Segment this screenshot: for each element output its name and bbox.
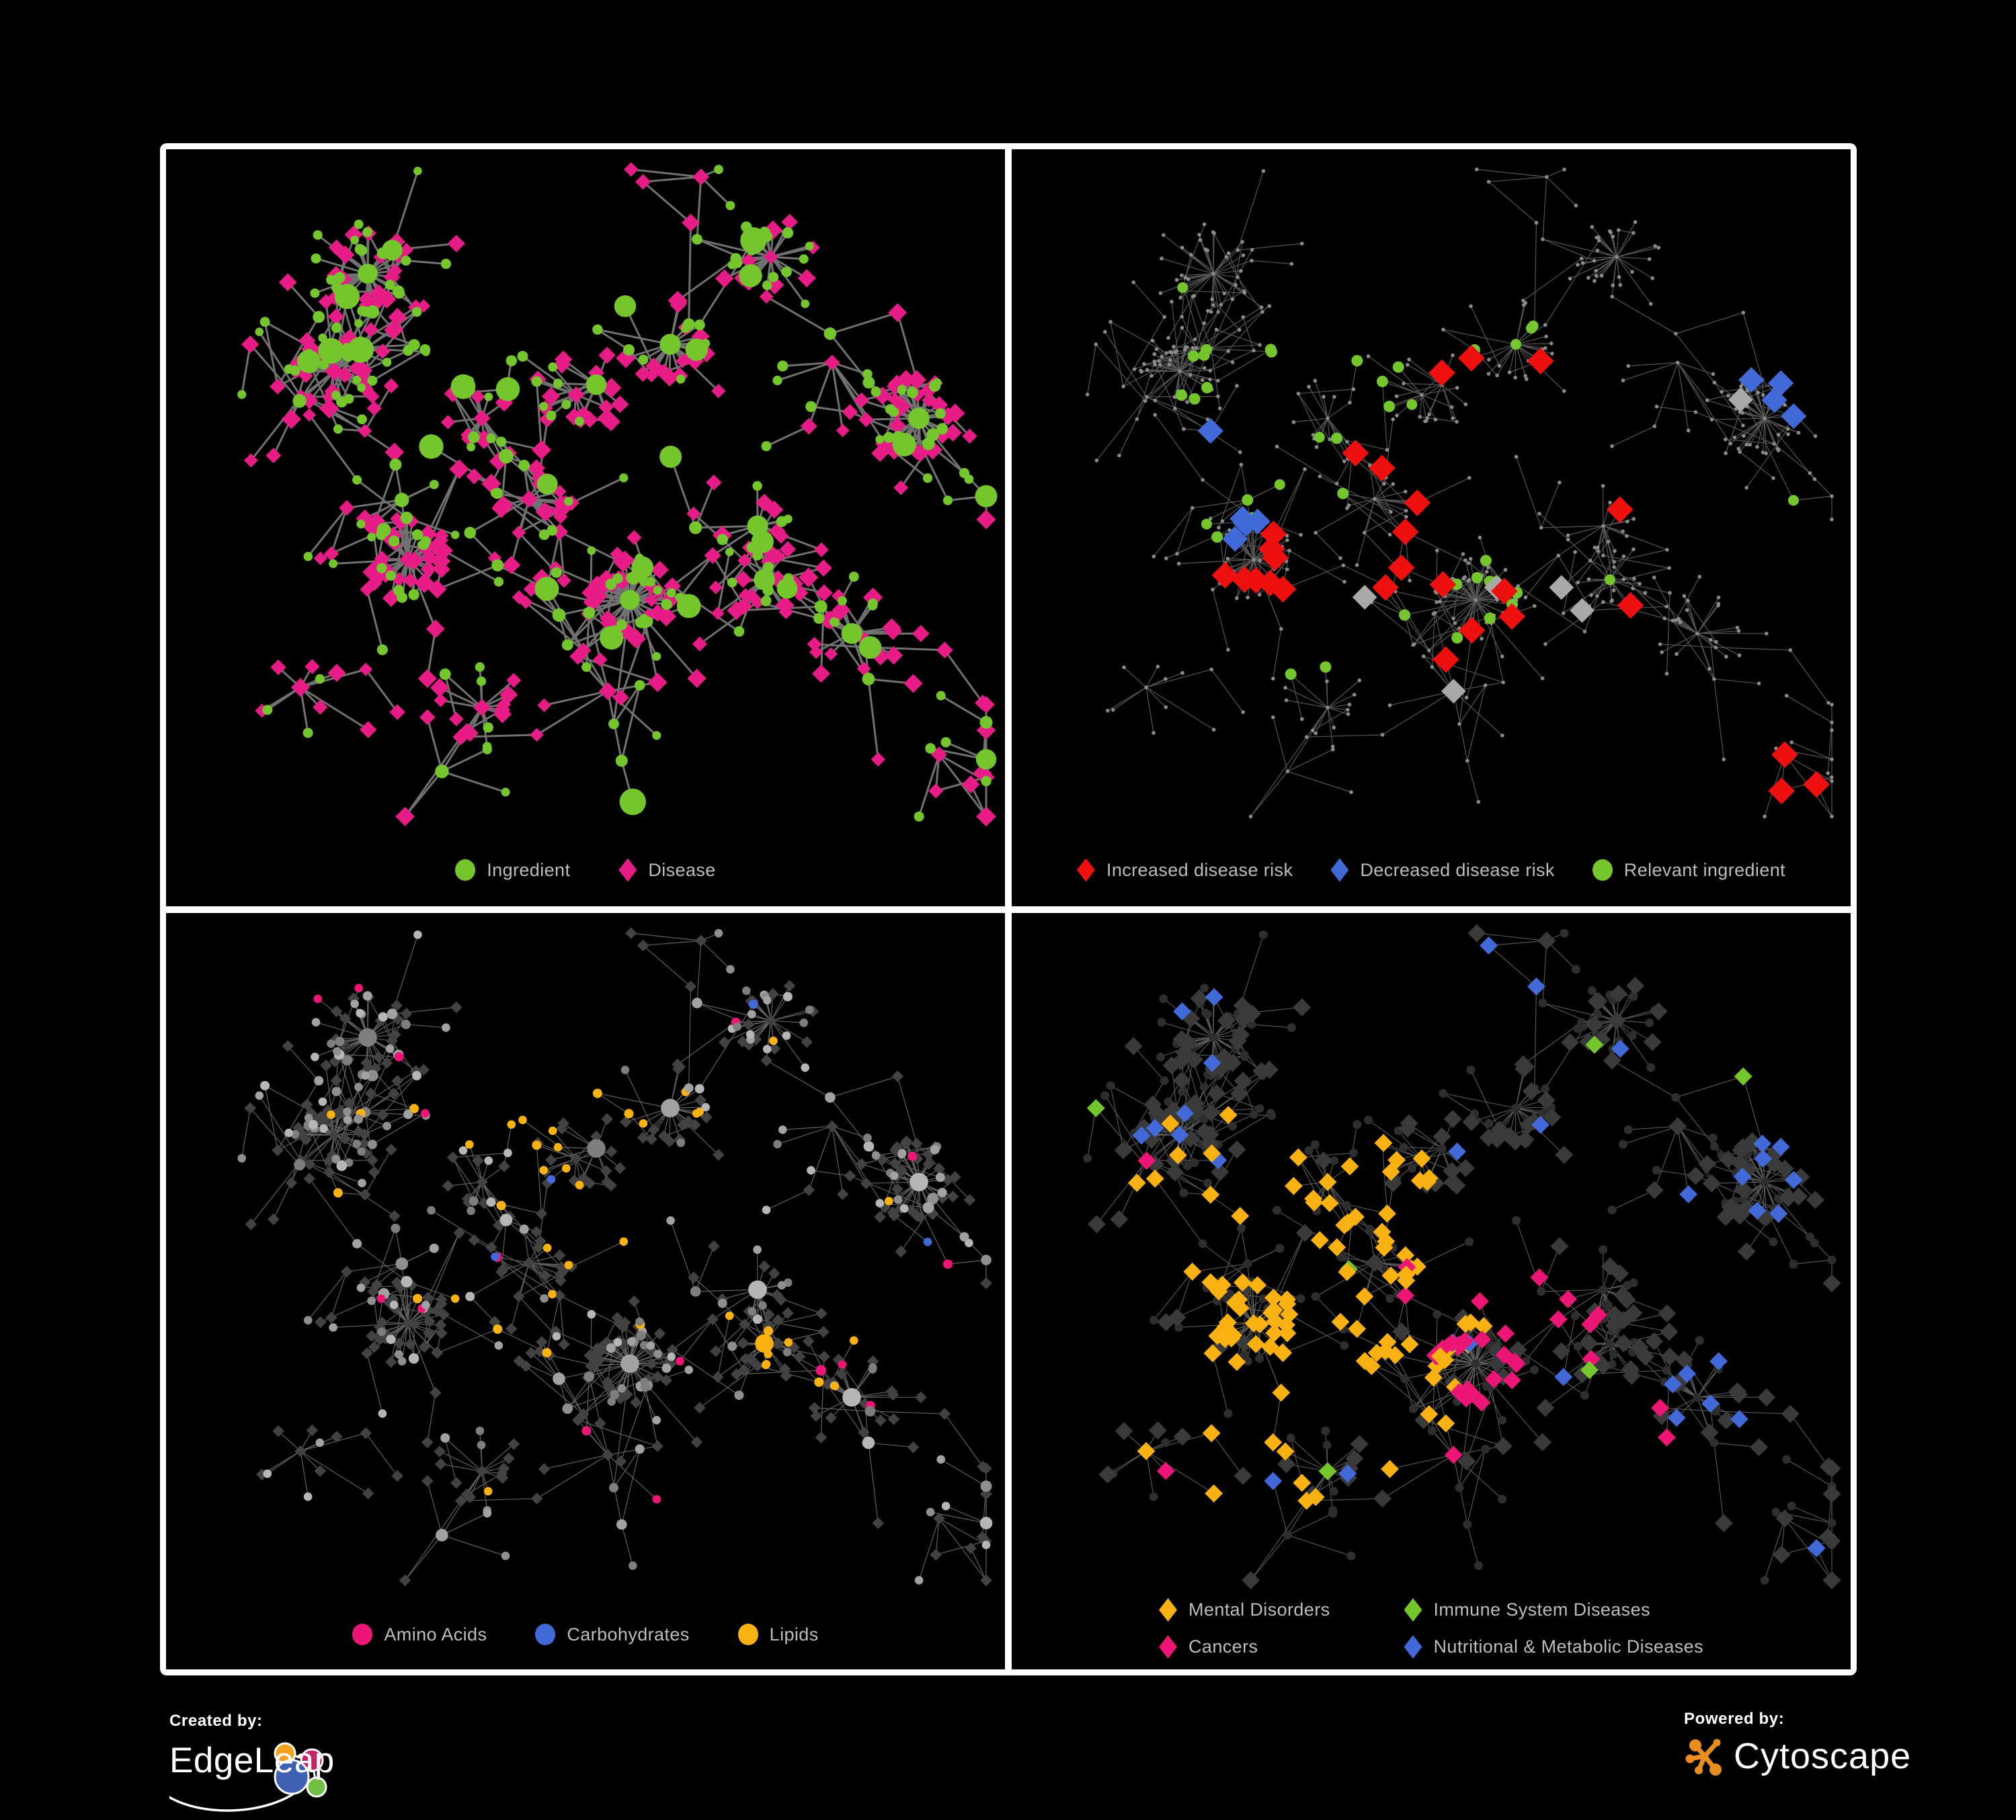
legend-item: Carbohydrates xyxy=(535,1624,689,1645)
legend-marker-diamond xyxy=(1159,1635,1178,1659)
legend-item: Cancers xyxy=(1159,1635,1330,1659)
panels-frame: Ingredient Disease Increased disease risk… xyxy=(160,143,1857,1675)
network-graph-ingredient-classes xyxy=(237,926,993,1586)
legend-marker-circle xyxy=(352,1624,373,1645)
legend-marker-diamond xyxy=(1404,1635,1422,1659)
legend-marker-circle xyxy=(737,1624,758,1645)
legend-marker-diamond xyxy=(1404,1598,1422,1622)
legend-item: Lipids xyxy=(737,1624,819,1645)
legend-item: Increased disease risk xyxy=(1076,858,1293,882)
legend-marker-diamond xyxy=(1330,858,1349,882)
legend-marker-circle xyxy=(1592,859,1613,881)
created-by-block: Created by: EdgeLeap xyxy=(169,1712,492,1817)
legend-item: Decreased disease risk xyxy=(1330,858,1555,882)
legend-label: Cancers xyxy=(1188,1636,1258,1657)
legend-label: Carbohydrates xyxy=(567,1624,690,1645)
legend-label: Nutritional & Metabolic Diseases xyxy=(1433,1636,1703,1657)
legend-item: Immune System Diseases xyxy=(1404,1598,1703,1622)
powered-by-block: Powered by: xyxy=(1684,1710,1911,1778)
legend-disease-classes: Mental Disorders Immune System Diseases Ca… xyxy=(1012,1598,1851,1659)
network-graph-disease-risk xyxy=(1085,167,1834,819)
legend-marker-diamond xyxy=(1159,1598,1178,1622)
network-graph-disease-classes xyxy=(1083,924,1841,1589)
legend-marker-diamond xyxy=(618,858,637,882)
legend-marker-circle xyxy=(535,1624,556,1645)
network-graph-ingredient-disease xyxy=(237,162,998,827)
legend-label: Amino Acids xyxy=(384,1624,487,1645)
legend-label: Increased disease risk xyxy=(1106,859,1293,880)
legend-marker-diamond xyxy=(1076,858,1095,882)
legend-disease-risk: Increased disease risk Decreased disease … xyxy=(1012,858,1851,882)
legend-label: Mental Disorders xyxy=(1188,1599,1330,1620)
edgeleap-logo-text: EdgeLeap xyxy=(169,1741,335,1780)
panel-disease-risk: Increased disease risk Decreased disease … xyxy=(1012,149,1851,906)
cytoscape-logo-icon xyxy=(1685,1739,1722,1776)
cytoscape-logo: Cytoscape xyxy=(1684,1734,1911,1778)
cytoscape-logo-text: Cytoscape xyxy=(1734,1736,1912,1776)
legend-marker-circle xyxy=(455,859,476,881)
legend-ingredient-disease: Ingredient Disease xyxy=(166,858,1005,882)
legend-ingredient-classes: Amino Acids Carbohydrates Lipids xyxy=(166,1624,1005,1645)
legend-label: Lipids xyxy=(769,1624,819,1645)
legend-item: Amino Acids xyxy=(352,1624,487,1645)
legend-item: Disease xyxy=(618,858,716,882)
legend-label: Immune System Diseases xyxy=(1433,1599,1650,1620)
legend-item: Ingredient xyxy=(455,859,570,881)
legend-label: Ingredient xyxy=(487,859,571,880)
legend-label: Disease xyxy=(648,859,716,880)
legend-label: Relevant ingredient xyxy=(1623,859,1786,880)
legend-item: Nutritional & Metabolic Diseases xyxy=(1404,1635,1703,1659)
legend-item: Relevant ingredient xyxy=(1592,859,1785,881)
panel-disease-classes: Mental Disorders Immune System Diseases Ca… xyxy=(1012,912,1851,1669)
edgeleap-logo: EdgeLeap xyxy=(169,1736,492,1817)
created-by-label: Created by: xyxy=(169,1712,263,1730)
powered-by-label: Powered by: xyxy=(1684,1710,1785,1728)
panel-ingredient-classes: Amino Acids Carbohydrates Lipids xyxy=(166,912,1005,1669)
panel-ingredient-disease: Ingredient Disease xyxy=(166,149,1005,906)
legend-label: Decreased disease risk xyxy=(1360,859,1555,880)
legend-item: Mental Disorders xyxy=(1159,1598,1330,1622)
